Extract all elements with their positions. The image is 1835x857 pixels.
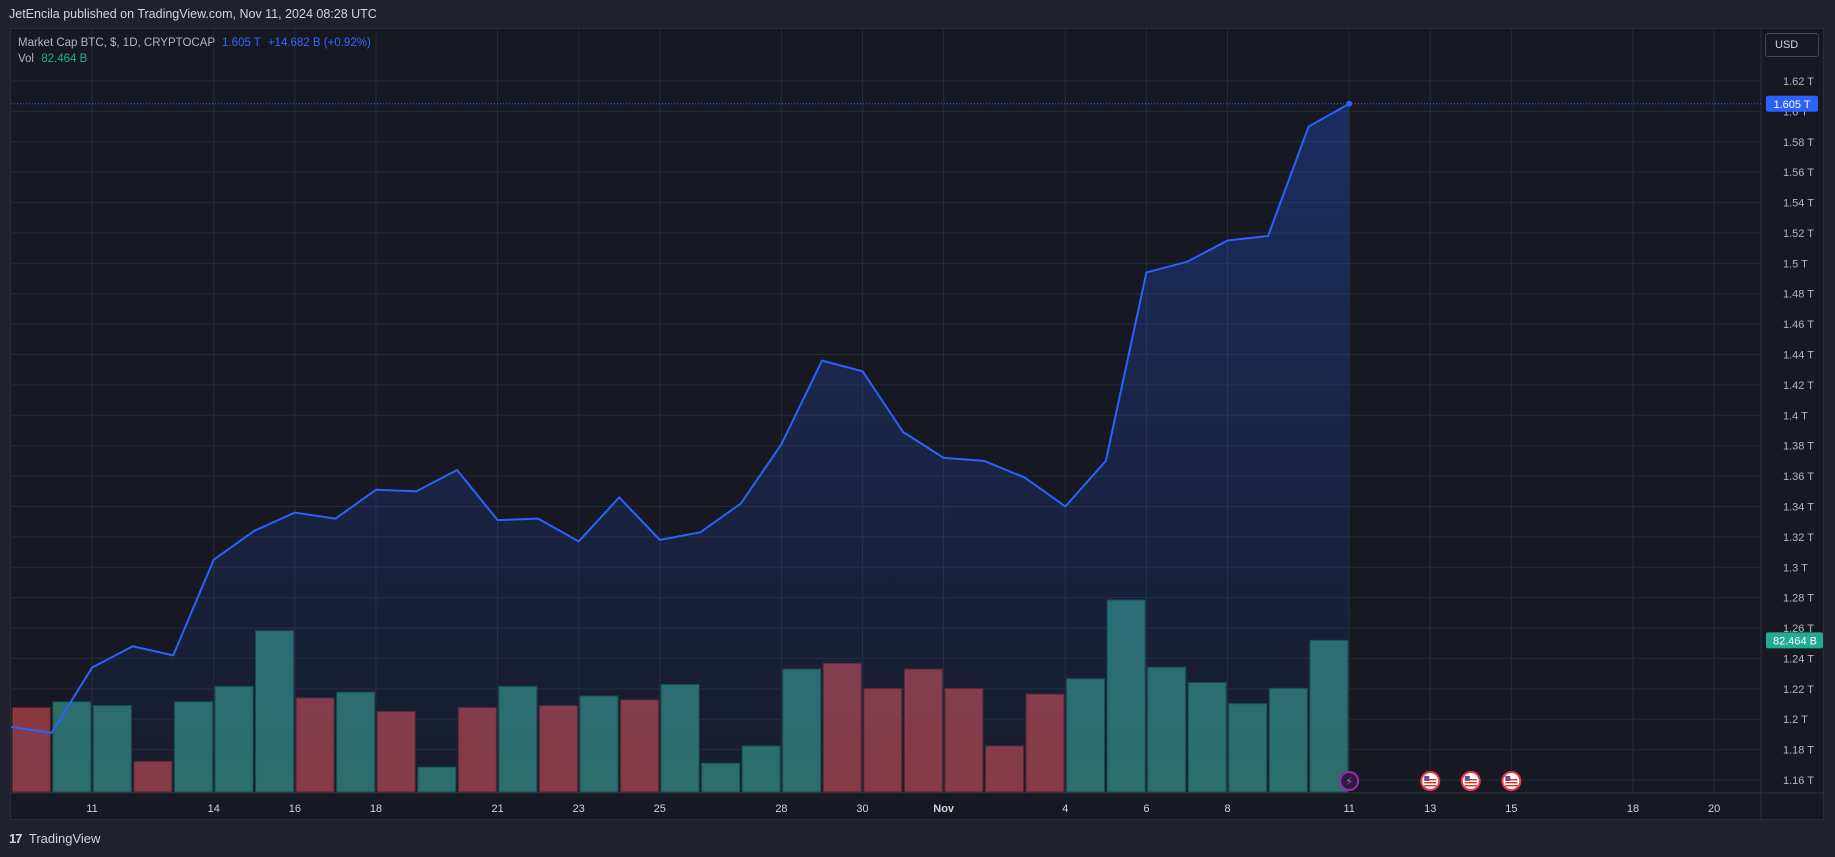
- price-badge: [1766, 95, 1818, 112]
- x-tick-label: 15: [1505, 803, 1517, 815]
- x-tick-label: 21: [491, 803, 503, 815]
- us-flag-stripe: [1505, 785, 1518, 787]
- x-tick-label: 8: [1224, 803, 1230, 815]
- lightning-icon[interactable]: [1339, 771, 1360, 791]
- y-tick-label: 1.4 T: [1783, 410, 1808, 422]
- y-tick-label: 1.28 T: [1783, 593, 1814, 605]
- x-tick-label: 28: [775, 803, 787, 815]
- legend-volume-row: Vol 82.464 B: [18, 51, 371, 67]
- y-tick-label: 1.52 T: [1783, 228, 1814, 240]
- volume-badge: [1766, 632, 1823, 649]
- legend-vol-value: 82.464 B: [41, 53, 88, 65]
- us-flag-stripe: [1505, 782, 1518, 784]
- y-tick-label: 1.38 T: [1783, 441, 1814, 453]
- legend-price: 1.605 T: [222, 37, 261, 49]
- y-tick-label: 1.18 T: [1783, 745, 1814, 757]
- y-tick-label: 1.56 T: [1783, 167, 1814, 179]
- us-flag-icon[interactable]: [1420, 771, 1441, 791]
- us-flag-stripe: [1424, 782, 1437, 784]
- publish-info-text: JetEncila published on TradingView.com, …: [9, 7, 377, 21]
- publish-header: JetEncila published on TradingView.com, …: [0, 0, 1835, 28]
- us-flag-stripe: [1464, 785, 1477, 787]
- volume-badge-label: 82.464 B: [1773, 635, 1817, 647]
- last-price-point[interactable]: [1346, 100, 1353, 107]
- us-flag-icon[interactable]: [1460, 771, 1481, 791]
- x-tick-label: 14: [208, 803, 220, 815]
- x-tick-label: 11: [1343, 803, 1354, 815]
- market-cap-chart[interactable]: 1.16 T 1.18 T 1.2 T 1.22 T 1.24 T 1.26 T 1.28 …: [11, 29, 1825, 821]
- us-flag-icon[interactable]: [1501, 771, 1522, 791]
- footer-brand-text: TradingView: [28, 831, 101, 846]
- us-flag-canton: [1424, 776, 1430, 781]
- lightning-glyph: ⚡: [1345, 775, 1353, 788]
- us-flag-stripe: [1464, 782, 1477, 784]
- x-tick-label: 18: [370, 803, 382, 815]
- y-tick-label: 1.58 T: [1783, 137, 1814, 149]
- y-tick-label: 1.46 T: [1783, 319, 1814, 331]
- market-cap-line[interactable]: [11, 102, 1350, 734]
- y-tick-label: 1.16 T: [1783, 775, 1814, 787]
- legend-main-row: Market Cap BTC, $, 1D, CRYPTOCAP 1.605 T…: [18, 35, 371, 51]
- y-tick-label: 1.5 T: [1783, 258, 1808, 270]
- y-tick-label: 1.54 T: [1783, 198, 1814, 210]
- x-tick-label: 16: [289, 803, 301, 815]
- legend-vol-label[interactable]: Vol: [18, 53, 34, 65]
- x-tick-label: 25: [654, 803, 666, 815]
- chart-panel[interactable]: 1.16 T 1.18 T 1.2 T 1.22 T 1.24 T 1.26 T 1.28 …: [10, 28, 1825, 821]
- y-tick-label: 1.44 T: [1783, 350, 1814, 362]
- y-tick-label: 1.62 T: [1783, 76, 1814, 88]
- us-flag-stripe: [1464, 779, 1477, 781]
- y-tick-label: 1.26 T: [1783, 623, 1814, 635]
- x-tick-label: 13: [1424, 803, 1436, 815]
- x-tick-label: 4: [1062, 803, 1068, 815]
- y-tick-label: 1.42 T: [1783, 380, 1814, 392]
- chart-legend: Market Cap BTC, $, 1D, CRYPTOCAP 1.605 T…: [18, 35, 371, 67]
- us-flag-stripe: [1424, 779, 1437, 781]
- y-tick-label: 1.2 T: [1783, 714, 1808, 726]
- x-tick-label: 30: [856, 803, 868, 815]
- us-flag-stripe: [1505, 779, 1518, 781]
- y-tick-label: 1.3 T: [1783, 562, 1808, 574]
- y-tick-label: 1.36 T: [1783, 471, 1814, 483]
- area-fill: [11, 103, 1350, 794]
- x-tick-label: 18: [1627, 803, 1639, 815]
- us-flag-canton: [1505, 776, 1511, 781]
- tradingview-logo-icon: 17: [9, 831, 23, 846]
- legend-change: +14.682 B (+0.92%): [267, 37, 371, 49]
- footer-brand[interactable]: 17 TradingView: [9, 831, 100, 846]
- us-flag-stripe: [1424, 785, 1437, 787]
- x-tick-label: 20: [1708, 803, 1720, 815]
- legend-symbol[interactable]: Market Cap BTC, $, 1D, CRYPTOCAP: [18, 37, 215, 49]
- y-tick-label: 1.24 T: [1783, 653, 1814, 665]
- y-tick-label: 1.48 T: [1783, 289, 1814, 301]
- x-tick-label: 23: [573, 803, 585, 815]
- price-badge-label: 1.605 T: [1773, 99, 1810, 111]
- x-tick-label: 11: [86, 803, 97, 815]
- x-tick-label: 6: [1143, 803, 1149, 815]
- x-tick-label: Nov: [933, 803, 955, 815]
- currency-button[interactable]: USD: [1765, 33, 1819, 57]
- y-tick-label: 1.34 T: [1783, 501, 1814, 513]
- y-tick-label: 1.32 T: [1783, 532, 1814, 544]
- y-tick-label: 1.22 T: [1783, 684, 1814, 696]
- us-flag-canton: [1464, 776, 1470, 781]
